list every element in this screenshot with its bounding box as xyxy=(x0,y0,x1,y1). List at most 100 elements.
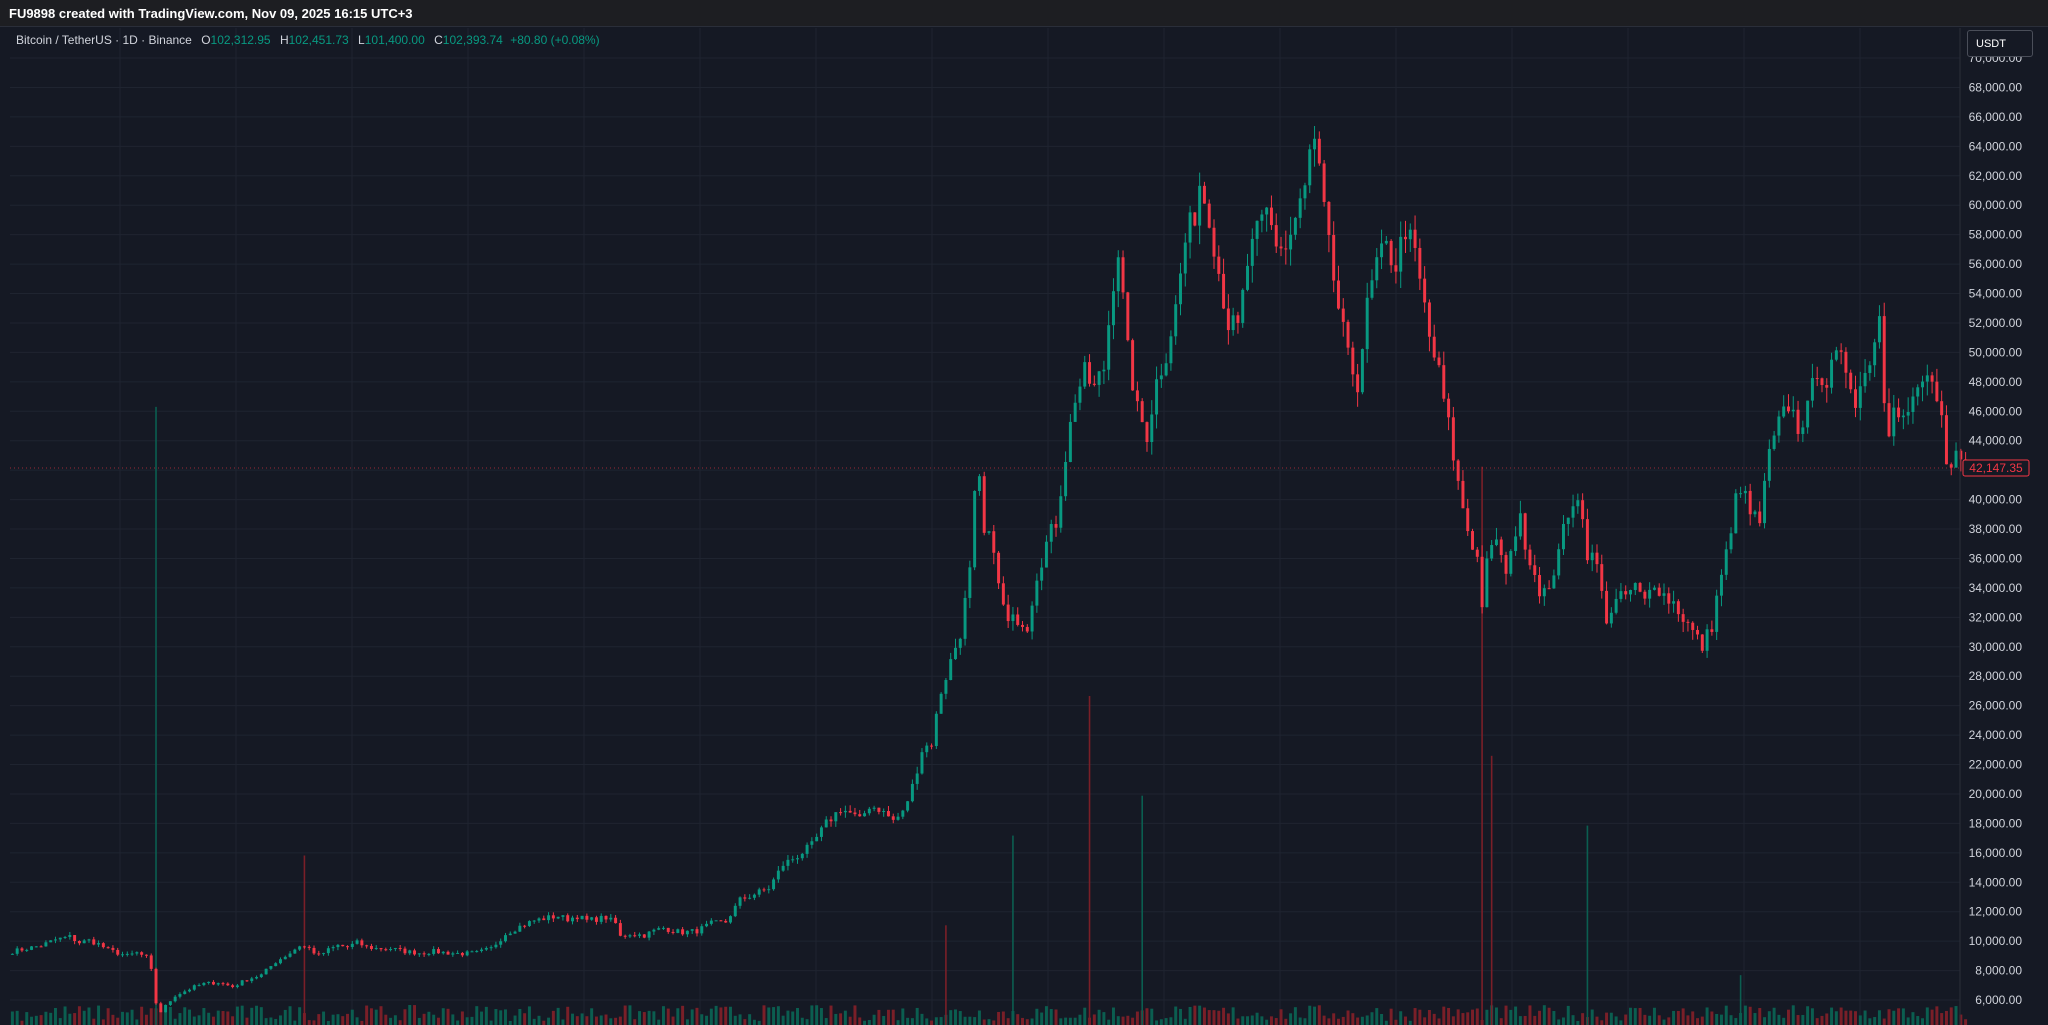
volume-bar xyxy=(178,1013,182,1025)
volume-bar xyxy=(614,1017,618,1025)
candle-body xyxy=(159,1003,163,1013)
volume-bar xyxy=(1815,1018,1819,1025)
volume-bar xyxy=(1183,1018,1187,1025)
candle-body xyxy=(1686,621,1690,623)
candle-body xyxy=(15,948,19,954)
candle-body xyxy=(585,915,589,920)
candle-body xyxy=(796,858,799,860)
volume-bar xyxy=(1284,1018,1288,1025)
price-axis[interactable]: 6,000.00 8,000.00 10,000.00 12,000.00 14,000… xyxy=(1959,28,2023,1025)
volume-bar xyxy=(427,1011,431,1025)
volume-bar xyxy=(695,1007,699,1025)
candle-body xyxy=(1044,541,1048,568)
candle-body xyxy=(293,949,297,954)
candle-body xyxy=(1940,401,1944,416)
candle-body xyxy=(1183,242,1187,274)
volume-bar xyxy=(1360,1016,1364,1025)
candle-body xyxy=(1150,414,1154,442)
candle-body xyxy=(393,948,397,950)
candle-body xyxy=(456,952,460,954)
volume-bar xyxy=(958,1011,962,1025)
volume-bar xyxy=(135,1019,139,1025)
candle-body xyxy=(1897,407,1901,418)
volume-bar xyxy=(532,1018,536,1025)
volume-bar xyxy=(441,1008,445,1025)
volume-bar xyxy=(20,1020,24,1025)
candle-body xyxy=(1906,412,1910,416)
candle-body xyxy=(1887,403,1891,437)
volume-bar xyxy=(317,1014,321,1025)
volume-bar xyxy=(322,1011,326,1025)
volume-bar xyxy=(1605,1012,1609,1025)
volume-bar xyxy=(360,1020,364,1025)
volume-bar xyxy=(1743,1005,1747,1025)
candle-body xyxy=(1408,229,1412,240)
volume-bar xyxy=(1949,1007,1953,1025)
volume-bar xyxy=(1049,1009,1053,1025)
candle-body xyxy=(39,946,43,948)
candle-body xyxy=(1059,496,1063,528)
volume-bar xyxy=(1293,1007,1297,1025)
volume-bar xyxy=(590,1008,594,1025)
candle-body xyxy=(944,679,948,694)
volume-bar xyxy=(73,1013,77,1025)
volume-bar xyxy=(283,1009,287,1025)
candle-body xyxy=(867,808,871,814)
volume-bar xyxy=(173,1018,177,1025)
volume-bar xyxy=(604,1014,608,1025)
candle-body xyxy=(834,812,838,822)
candle-body xyxy=(264,968,268,975)
volume-bar xyxy=(1155,1020,1159,1025)
volume-bar xyxy=(1844,1010,1848,1025)
candle-body xyxy=(920,752,924,774)
symbol-title[interactable]: Bitcoin / TetherUS · 1D · Binance xyxy=(16,33,192,47)
volume-bar xyxy=(58,1018,62,1025)
volume-bar xyxy=(97,1005,101,1025)
candle-body xyxy=(1944,415,1948,465)
currency-selector[interactable]: USDT xyxy=(1967,30,2033,57)
candle-body xyxy=(1241,289,1245,323)
candle-body xyxy=(49,940,53,943)
volume-bar xyxy=(705,1015,709,1025)
grid-lines xyxy=(10,28,1960,1025)
volume-bar xyxy=(398,1020,402,1025)
volume-bar xyxy=(1715,1013,1719,1025)
candle-body xyxy=(475,951,479,953)
price-tick-label: 56,000.00 xyxy=(1969,257,2023,271)
volume-bar xyxy=(451,1014,455,1025)
candle-body xyxy=(1006,604,1010,622)
candle-body xyxy=(618,923,622,936)
candle-body xyxy=(384,949,388,951)
volume-bar xyxy=(1073,1017,1077,1025)
volume-bar xyxy=(1135,1011,1139,1025)
volume-bar xyxy=(1954,1006,1958,1025)
candle-body xyxy=(815,836,819,842)
volume-bar xyxy=(422,1013,426,1025)
candle-body xyxy=(1815,378,1819,380)
volume-bar xyxy=(235,1006,239,1025)
volume-bar xyxy=(350,1009,354,1025)
candle-body xyxy=(140,952,144,955)
volume-bar xyxy=(1432,1013,1436,1025)
volume-bar xyxy=(1561,1017,1565,1025)
volume-bar xyxy=(1930,1009,1934,1025)
candle-body xyxy=(302,946,306,948)
volume-bar xyxy=(1111,1007,1115,1025)
volume-bar xyxy=(1648,1015,1652,1025)
volume-bar xyxy=(1504,1005,1508,1025)
volume-bar xyxy=(647,1010,651,1025)
volume-bar xyxy=(1595,1016,1599,1025)
candle-body xyxy=(1600,564,1604,591)
volume-bar xyxy=(326,1020,330,1025)
candle-body xyxy=(1533,565,1537,576)
volume-bar xyxy=(1322,1015,1326,1025)
candle-body xyxy=(1413,229,1417,248)
volume-bar xyxy=(1638,1007,1642,1025)
volume-bar xyxy=(1317,1005,1321,1025)
volume-bar xyxy=(523,1013,527,1025)
candle-body xyxy=(1088,362,1092,384)
candle-body xyxy=(1959,450,1963,460)
volume-bar xyxy=(973,1017,977,1025)
candle-body xyxy=(465,951,469,956)
